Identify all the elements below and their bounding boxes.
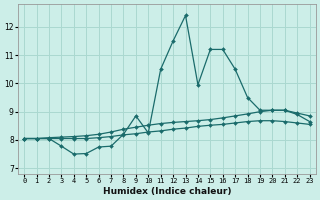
X-axis label: Humidex (Indice chaleur): Humidex (Indice chaleur) — [103, 187, 231, 196]
